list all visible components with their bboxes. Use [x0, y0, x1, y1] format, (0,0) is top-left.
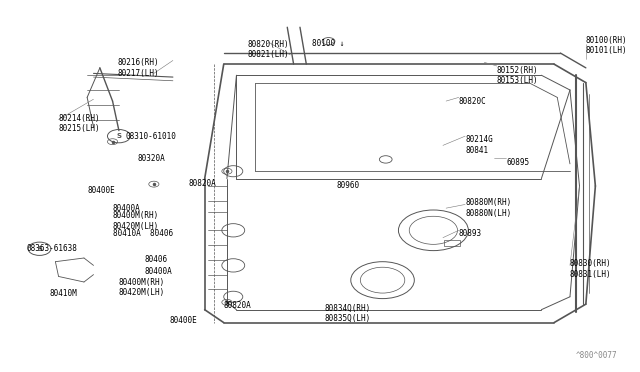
Text: 80400A: 80400A — [113, 203, 140, 213]
Text: 80834Q(RH)
80835Q(LH): 80834Q(RH) 80835Q(LH) — [324, 304, 371, 323]
Text: 80216(RH)
80217(LH): 80216(RH) 80217(LH) — [117, 58, 159, 77]
Text: 60895: 60895 — [506, 157, 529, 167]
Text: 80214G: 80214G — [465, 135, 493, 144]
Text: 80214(RH)
80215(LH): 80214(RH) 80215(LH) — [59, 113, 100, 133]
Text: 08310-61010: 08310-61010 — [125, 132, 176, 141]
Text: 80100(RH)
80101(LH): 80100(RH) 80101(LH) — [586, 36, 627, 55]
Text: 08363-61638: 08363-61638 — [27, 244, 77, 253]
Text: 80820A: 80820A — [224, 301, 252, 311]
Text: 80410M: 80410M — [49, 289, 77, 298]
Text: 80400E: 80400E — [170, 316, 198, 325]
Text: 80841: 80841 — [465, 147, 488, 155]
Text: 80880M(RH)
80880N(LH): 80880M(RH) 80880N(LH) — [465, 198, 511, 218]
Text: 80406: 80406 — [145, 255, 168, 264]
Text: 80820(RH)
80821(LH): 80820(RH) 80821(LH) — [248, 40, 289, 59]
Text: 80893: 80893 — [459, 230, 482, 238]
Text: 80320A: 80320A — [138, 154, 166, 163]
Text: 80400A: 80400A — [145, 267, 172, 276]
Text: 80400M(RH)
80420M(LH): 80400M(RH) 80420M(LH) — [119, 278, 165, 297]
Text: 80400M(RH)
80420M(LH): 80400M(RH) 80420M(LH) — [113, 211, 159, 231]
Text: S: S — [37, 246, 42, 252]
Text: 80960: 80960 — [336, 182, 359, 190]
Text: S: S — [116, 133, 122, 139]
Text: 80152(RH)
80153(LH): 80152(RH) 80153(LH) — [497, 65, 538, 85]
Text: 80410A  80406: 80410A 80406 — [113, 230, 173, 238]
Text: 80400E: 80400E — [87, 186, 115, 195]
Text: ^800^0077: ^800^0077 — [576, 350, 618, 359]
Text: 80830(RH)
80831(LH): 80830(RH) 80831(LH) — [570, 259, 612, 279]
Text: 80820A: 80820A — [189, 179, 216, 187]
Bar — [445, 240, 460, 246]
Text: 80820C: 80820C — [459, 97, 486, 106]
Text: 80100 ↓: 80100 ↓ — [312, 39, 345, 48]
